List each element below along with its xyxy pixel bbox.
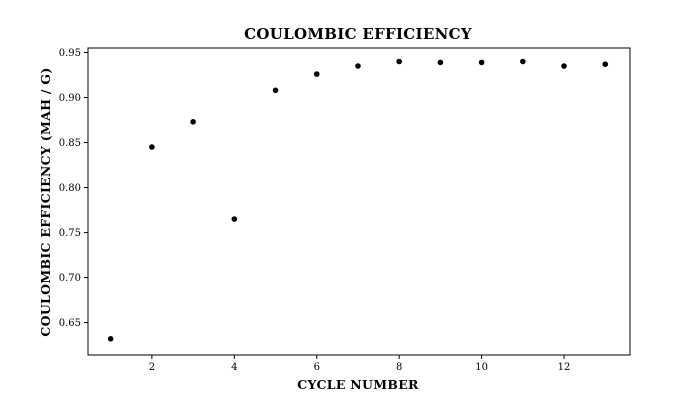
y-tick-label: 0.85: [59, 138, 81, 149]
y-tick-label: 0.70: [59, 273, 81, 284]
data-point: [231, 216, 238, 222]
x-tick-label: 2: [149, 362, 155, 373]
data-point: [190, 119, 196, 125]
y-tick-label: 0.95: [59, 48, 81, 59]
data-points: [107, 58, 609, 342]
data-point: [313, 71, 320, 77]
data-point: [520, 58, 526, 65]
x-tick-label: 12: [558, 362, 571, 373]
y-tick-label: 0.90: [59, 93, 81, 104]
data-point: [602, 61, 609, 68]
y-tick-label: 0.75: [59, 228, 81, 239]
x-axis: 2 4 6 8 10 12: [149, 355, 571, 373]
data-point: [437, 59, 444, 66]
y-axis: 0.65 0.70 0.75 0.80 0.85 0.90 0.95: [59, 48, 88, 329]
y-axis-label: COULOMBIC EFFICIENCY (MAH / G): [38, 67, 53, 336]
chart-title: COULOMBIC EFFICIENCY: [244, 25, 472, 43]
x-axis-label: CYCLE NUMBER: [297, 377, 419, 392]
x-tick-label: 10: [475, 362, 488, 373]
y-tick-label: 0.80: [59, 183, 81, 194]
data-point: [355, 63, 361, 69]
x-tick-label: 6: [314, 362, 320, 373]
x-tick-label: 4: [231, 362, 237, 373]
x-tick-label: 8: [396, 362, 402, 373]
data-point: [272, 87, 279, 94]
plot-frame: [87, 47, 631, 356]
data-point: [149, 144, 155, 150]
data-point: [107, 335, 114, 342]
data-point: [478, 59, 485, 66]
data-point: [396, 58, 402, 65]
data-point: [561, 63, 567, 69]
y-tick-label: 0.65: [59, 318, 81, 329]
